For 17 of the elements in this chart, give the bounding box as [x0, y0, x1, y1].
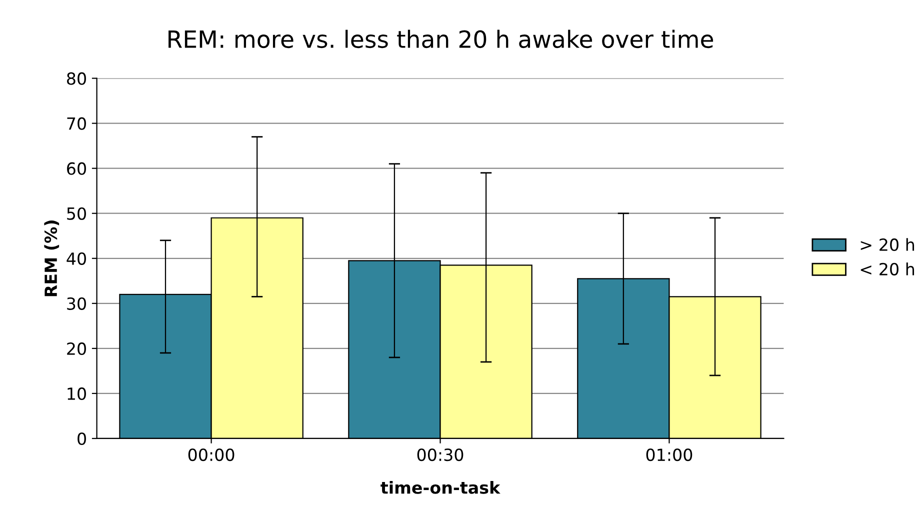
y-axis-title: REM (%) [44, 220, 60, 296]
legend-label: < 20 h [860, 262, 914, 276]
y-tick-label: 30 [67, 297, 86, 310]
y-tick-label: 70 [67, 117, 86, 130]
y-tick-label: 20 [67, 342, 86, 356]
x-axis-title: time-on-task [380, 481, 500, 494]
y-tick-label: 50 [67, 207, 86, 220]
legend-label: > 20 h [860, 238, 914, 251]
y-tick-label: 10 [68, 387, 86, 400]
x-tick-label: 01:00 [646, 448, 692, 462]
y-tick-label: 0 [78, 432, 86, 446]
y-tick-label: 60 [67, 162, 86, 175]
chart-title: REM: more vs. less than 20 h awake over time [168, 30, 714, 48]
x-tick-label: 00:30 [417, 448, 464, 462]
x-tick-label: 00:00 [188, 448, 234, 462]
y-tick-label: 40 [66, 252, 86, 265]
y-tick-label: 80 [67, 72, 86, 85]
